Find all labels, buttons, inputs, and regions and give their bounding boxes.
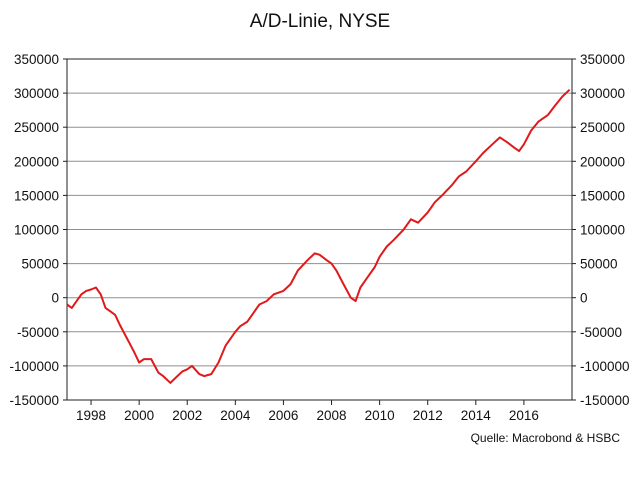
y-tick-label-right: 200000: [580, 154, 625, 169]
y-tick-label-left: 350000: [14, 52, 59, 67]
source-note: Quelle: Macrobond & HSBC: [471, 431, 621, 445]
x-tick-label: 2014: [461, 408, 492, 423]
y-tick-label-right: 0: [580, 291, 588, 306]
x-tick-label: 2000: [124, 408, 154, 423]
y-tick-label-right: -100000: [580, 359, 630, 374]
y-tick-label-right: 50000: [580, 257, 618, 272]
x-axis: 1998 2000 2002 2004 2006 2008 2010 2012 2014 2016: [76, 400, 539, 423]
y-tick-label-right: 250000: [580, 120, 625, 135]
y-tick-label-right: 150000: [580, 188, 625, 203]
y-tick-label-left: -150000: [9, 393, 59, 408]
y-tick-label-left: 250000: [14, 120, 59, 135]
gridlines: [67, 58, 572, 401]
x-tick-label: 2016: [509, 408, 539, 423]
x-tick-label: 2012: [413, 408, 443, 423]
y-tick-label-left: 100000: [14, 223, 59, 238]
y-tick-label-right: 100000: [580, 223, 625, 238]
chart-title: A/D-Linie, NYSE: [250, 11, 390, 32]
x-tick-label: 2010: [365, 408, 395, 423]
y-axis-right: 350000 300000 250000 200000 150000 100000 5000…: [572, 52, 630, 408]
series-line-ad: [66, 88, 571, 384]
y-tick-label-left: 0: [51, 291, 59, 306]
y-tick-label-right: 300000: [580, 86, 625, 101]
y-tick-label-left: 150000: [14, 188, 59, 203]
x-tick-label: 2004: [220, 408, 251, 423]
y-tick-label-left: -100000: [9, 359, 59, 374]
y-axis-left: 350000 300000 250000 200000 150000 100000 5000…: [9, 52, 67, 408]
y-tick-label-left: 300000: [14, 86, 59, 101]
x-tick-label: 2002: [172, 408, 202, 423]
x-tick-label: 1998: [76, 408, 106, 423]
y-tick-label-right: 350000: [580, 52, 625, 67]
y-tick-label-left: 200000: [14, 154, 59, 169]
y-tick-label-left: 50000: [21, 257, 59, 272]
x-tick-label: 2006: [268, 408, 298, 423]
x-tick-label: 2008: [317, 408, 347, 423]
y-tick-label-right: -50000: [580, 325, 622, 340]
y-tick-label-right: -150000: [580, 393, 630, 408]
y-tick-label-left: -50000: [17, 325, 59, 340]
